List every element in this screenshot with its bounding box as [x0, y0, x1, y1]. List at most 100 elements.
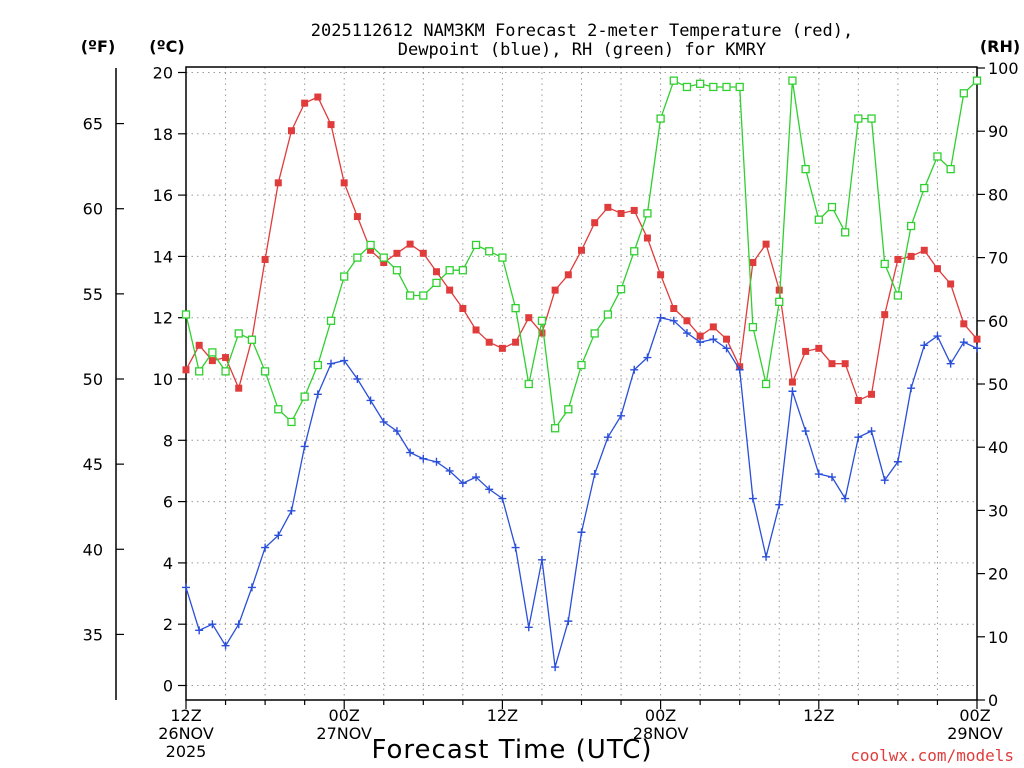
- celsius-tick-label: 18: [153, 125, 173, 144]
- dewpoint-point: [682, 329, 691, 338]
- temperature-point: [815, 344, 823, 352]
- celsius-tick-label: 6: [163, 493, 173, 512]
- temperature-point: [617, 209, 625, 217]
- celsius-tick-label: 0: [163, 677, 173, 696]
- rh-point: [458, 266, 468, 275]
- dewpoint-point: [735, 365, 744, 374]
- fahrenheit-tick-label: 65: [83, 115, 103, 134]
- fahrenheit-tick-label: 40: [83, 540, 103, 559]
- chart-title-line-2: Dewpoint (blue), RH (green) for KMRY: [398, 40, 766, 60]
- temperature-point: [854, 396, 862, 404]
- rh-point: [537, 316, 547, 325]
- temperature-point: [841, 360, 849, 368]
- dewpoint-point: [617, 411, 626, 420]
- dewpoint-point: [748, 494, 757, 503]
- temperature-point: [947, 280, 955, 288]
- temperature-point: [432, 268, 440, 276]
- rh-point: [775, 297, 784, 306]
- dewpoint-point: [564, 617, 573, 626]
- x-tick-label: 28NOV: [633, 724, 689, 743]
- fahrenheit-tick-label: 60: [83, 200, 103, 219]
- dewpoint-point: [392, 427, 401, 436]
- temperature-point: [274, 179, 282, 187]
- rh-point: [590, 329, 599, 338]
- temperature-point: [762, 240, 770, 248]
- rh-point: [274, 405, 283, 414]
- dewpoint-point: [445, 466, 454, 475]
- temperature-point: [367, 246, 375, 254]
- celsius-tick-label: 12: [153, 309, 173, 328]
- rh-point: [208, 348, 217, 357]
- rh-point: [827, 202, 837, 212]
- dewpoint-point: [208, 620, 217, 629]
- temperature-point: [222, 354, 230, 362]
- temperature-point: [261, 255, 269, 263]
- rh-point: [326, 316, 336, 325]
- dewpoint-point: [406, 448, 415, 457]
- dewpoint-point: [327, 359, 336, 368]
- rh-tick-label: 100: [988, 59, 1019, 78]
- temperature-point: [235, 384, 243, 392]
- rh-tick-label: 30: [988, 501, 1008, 520]
- dewpoint-point: [907, 384, 916, 393]
- fahrenheit-tick-label: 50: [83, 370, 103, 389]
- dewpoint-point: [287, 506, 296, 515]
- rh-point: [524, 379, 533, 389]
- dewpoint-point: [221, 641, 230, 650]
- rh-point: [656, 114, 665, 123]
- temperature-point: [749, 259, 757, 267]
- rh-point: [340, 272, 349, 281]
- dewpoint-point: [366, 396, 375, 405]
- temperature-point: [182, 366, 190, 374]
- dewpoint-point: [379, 417, 388, 426]
- rh-point: [682, 82, 692, 92]
- rh-point: [221, 367, 230, 376]
- rh-point: [405, 291, 415, 300]
- temperature-point: [287, 127, 295, 135]
- dewpoint-point: [524, 623, 533, 632]
- dewpoint-point: [182, 583, 190, 592]
- rh-point: [366, 240, 375, 250]
- temperature-point: [683, 317, 691, 325]
- rh-point: [511, 304, 520, 313]
- rh-point: [445, 266, 454, 275]
- celsius-tick-label: 10: [153, 370, 173, 389]
- rh-point: [432, 278, 441, 288]
- x-tick-label: 12Z: [487, 706, 518, 725]
- dewpoint-point: [946, 359, 955, 368]
- rh-tick-label: 80: [988, 185, 1008, 204]
- rh-point: [498, 253, 507, 262]
- celsius-tick-label: 20: [153, 64, 173, 83]
- dewpoint-point: [432, 457, 441, 466]
- rh-point: [893, 291, 903, 300]
- temperature-point: [670, 305, 678, 313]
- temperature-point: [301, 99, 309, 107]
- dewpoint-point: [537, 555, 546, 564]
- x-tick-label: 29NOV: [947, 724, 1003, 743]
- rh-point: [234, 329, 243, 338]
- dewpoint-point: [234, 620, 243, 629]
- temperature-point: [472, 326, 480, 334]
- temperature-point: [446, 286, 454, 294]
- dewpoint-point: [247, 583, 256, 592]
- series-markers-2-meter-temperature: [182, 93, 981, 404]
- dewpoint-point: [458, 479, 467, 488]
- dewpoint-point: [854, 433, 863, 442]
- temperature-point: [485, 338, 493, 346]
- temperature-point: [723, 335, 731, 343]
- celsius-unit-label: (ºC): [149, 37, 184, 56]
- dewpoint-point: [722, 344, 731, 353]
- rh-point: [195, 367, 204, 376]
- rh-point: [933, 152, 942, 161]
- fahrenheit-tick-label: 45: [83, 455, 103, 474]
- rh-tick-label: 60: [988, 312, 1008, 331]
- temperature-point: [551, 286, 559, 294]
- dewpoint-point: [498, 494, 507, 503]
- temperature-point: [788, 378, 796, 386]
- x-tick-label: 00Z: [645, 706, 676, 725]
- temperature-point: [353, 213, 361, 221]
- dewpoint-point: [827, 473, 836, 482]
- rh-point: [181, 310, 191, 319]
- dewpoint-point: [893, 457, 902, 466]
- dewpoint-point: [472, 473, 481, 482]
